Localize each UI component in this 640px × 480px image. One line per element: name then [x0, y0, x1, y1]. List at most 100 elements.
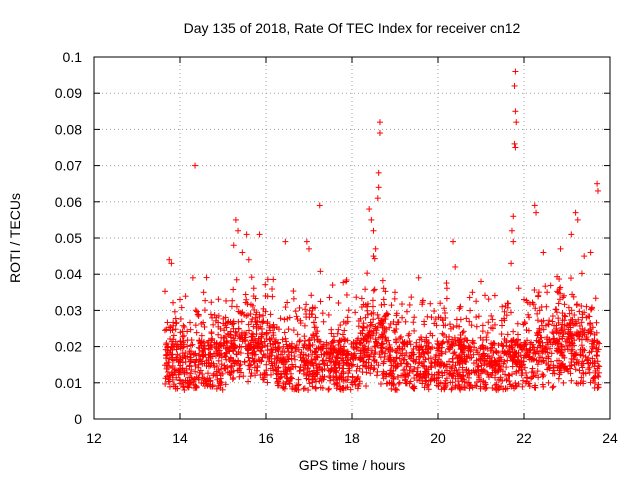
- data-point: [289, 383, 296, 390]
- data-point: [236, 373, 243, 380]
- data-point: [421, 318, 428, 325]
- data-point: [223, 324, 230, 331]
- data-point: [571, 312, 578, 319]
- data-point: [203, 274, 210, 281]
- data-point: [421, 384, 428, 391]
- data-point: [342, 384, 349, 391]
- data-point: [332, 365, 339, 372]
- data-point: [570, 356, 577, 363]
- data-point: [372, 325, 379, 332]
- data-point: [358, 339, 365, 346]
- data-point: [258, 348, 265, 355]
- data-point: [272, 336, 279, 343]
- data-point: [377, 380, 384, 387]
- data-point: [558, 324, 565, 331]
- data-point: [244, 312, 251, 319]
- data-point: [271, 360, 278, 367]
- data-point: [241, 334, 248, 341]
- data-point: [596, 363, 603, 370]
- data-point: [489, 316, 496, 323]
- data-point: [284, 345, 291, 352]
- data-point: [378, 301, 385, 308]
- data-point: [545, 321, 552, 328]
- data-point: [259, 318, 266, 325]
- data-point: [321, 351, 328, 358]
- data-point: [343, 276, 350, 283]
- data-point: [250, 323, 257, 330]
- data-point: [592, 367, 599, 374]
- data-point: [330, 359, 337, 366]
- data-point: [380, 368, 387, 375]
- data-point: [388, 357, 395, 364]
- data-point: [557, 290, 564, 297]
- data-point: [546, 365, 553, 372]
- data-point: [395, 380, 402, 387]
- data-point: [309, 383, 316, 390]
- data-point: [511, 357, 518, 364]
- data-point: [297, 364, 304, 371]
- data-point: [279, 347, 286, 354]
- data-point: [354, 363, 361, 370]
- data-point: [466, 318, 473, 325]
- data-point: [229, 297, 236, 304]
- data-point: [407, 341, 414, 348]
- data-point: [584, 336, 591, 343]
- data-point: [237, 350, 244, 357]
- data-point: [295, 386, 302, 393]
- data-point: [499, 368, 506, 375]
- data-point: [340, 362, 347, 369]
- data-point: [309, 341, 316, 348]
- data-point: [496, 355, 503, 362]
- data-point: [283, 338, 290, 345]
- data-point: [162, 375, 169, 382]
- data-point: [176, 369, 183, 376]
- data-point: [427, 377, 434, 384]
- data-point: [216, 352, 223, 359]
- data-point: [285, 326, 292, 333]
- data-point: [485, 352, 492, 359]
- data-point: [270, 276, 277, 283]
- data-point: [375, 184, 382, 191]
- data-point: [258, 344, 265, 351]
- data-point: [291, 353, 298, 360]
- data-point: [396, 379, 403, 386]
- data-point: [167, 335, 174, 342]
- data-point: [310, 331, 317, 338]
- data-point: [249, 352, 256, 359]
- data-point: [416, 359, 423, 366]
- data-point: [534, 329, 541, 336]
- data-point: [248, 330, 255, 337]
- data-point: [594, 180, 601, 187]
- data-point: [209, 383, 216, 390]
- data-point: [473, 298, 480, 305]
- data-point: [512, 341, 519, 348]
- data-point: [391, 327, 398, 334]
- data-point: [421, 350, 428, 357]
- data-point: [370, 253, 377, 260]
- data-point: [425, 346, 432, 353]
- data-point: [569, 346, 576, 353]
- data-point: [437, 300, 444, 307]
- data-point: [296, 304, 303, 311]
- data-point: [398, 372, 405, 379]
- y-tick-label: 0.08: [55, 121, 82, 137]
- data-point: [586, 349, 593, 356]
- data-point: [354, 337, 361, 344]
- data-point: [479, 328, 486, 335]
- data-point: [502, 371, 509, 378]
- data-point: [471, 369, 478, 376]
- data-point: [301, 357, 308, 364]
- data-point: [409, 368, 416, 375]
- data-point: [538, 303, 545, 310]
- data-point: [535, 289, 542, 296]
- data-point: [342, 377, 349, 384]
- data-point: [362, 363, 369, 370]
- data-point: [314, 365, 321, 372]
- data-point: [323, 357, 330, 364]
- data-point: [361, 352, 368, 359]
- data-point: [199, 348, 206, 355]
- data-point: [557, 245, 564, 252]
- data-point: [344, 337, 351, 344]
- data-point: [268, 358, 275, 365]
- data-point: [512, 108, 519, 115]
